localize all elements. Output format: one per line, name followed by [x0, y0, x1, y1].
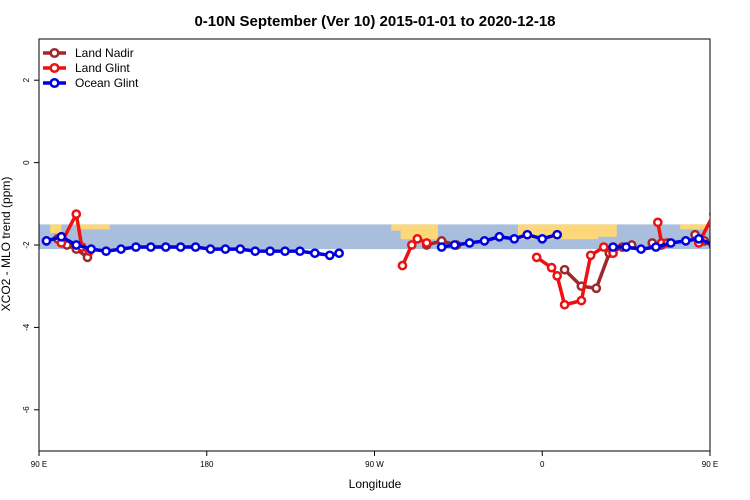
data-point: [537, 233, 548, 244]
data-point: [494, 231, 505, 242]
data-point: [531, 252, 542, 263]
x-tick-label: 90 E: [31, 460, 47, 469]
series-group: [41, 209, 747, 310]
x-tick-label: 0: [540, 460, 545, 469]
data-point: [175, 242, 186, 252]
series-land-glint: [56, 209, 730, 310]
data-point: [680, 236, 691, 246]
y-tick-label: 2: [22, 77, 31, 82]
land-region: [680, 224, 710, 230]
data-point: [559, 299, 570, 310]
data-point: [708, 241, 710, 249]
land-region: [50, 224, 62, 234]
data-point: [585, 250, 596, 261]
data-point: [41, 236, 52, 246]
data-point: [723, 254, 730, 261]
y-tick-label: 0: [22, 160, 31, 165]
data-point: [145, 242, 156, 252]
data-point: [190, 242, 201, 252]
data-point: [546, 262, 557, 273]
y-tick-label: -6: [22, 406, 31, 414]
land-region: [598, 224, 617, 237]
x-tick-label: 180: [200, 460, 214, 469]
data-point: [334, 248, 344, 259]
data-point: [116, 244, 126, 254]
data-point: [716, 243, 723, 250]
data-point: [651, 242, 661, 252]
data-point: [559, 264, 570, 275]
legend-item: Ocean Glint: [43, 76, 139, 90]
data-point: [235, 244, 246, 254]
series-line: [697, 217, 710, 244]
land-region: [391, 224, 401, 231]
legend-marker: [49, 62, 60, 74]
data-point: [666, 238, 676, 248]
land-region: [400, 224, 438, 240]
data-point: [522, 229, 533, 240]
data-point: [591, 283, 602, 294]
data-point: [636, 244, 646, 254]
data-point: [310, 248, 320, 259]
legend-item: Land Glint: [43, 61, 130, 75]
legend-label: Land Nadir: [75, 46, 134, 60]
data-point: [421, 238, 432, 248]
legend-label: Land Glint: [75, 61, 130, 75]
data-point: [598, 242, 609, 252]
data-point: [436, 242, 447, 252]
legend-label: Ocean Glint: [75, 76, 139, 90]
data-point: [621, 242, 631, 252]
land-region: [76, 224, 110, 230]
land-region: [560, 224, 599, 240]
data-point: [101, 246, 111, 257]
data-point: [220, 244, 231, 254]
legend-marker: [49, 77, 60, 89]
data-point: [552, 271, 563, 281]
data-point: [708, 210, 710, 218]
y-tick-label: -4: [22, 323, 31, 331]
data-point: [205, 244, 216, 254]
legend-marker: [49, 47, 60, 59]
data-point: [280, 246, 290, 257]
data-point: [131, 242, 141, 252]
series-ocean-glint: [41, 229, 747, 261]
x-axis-label: Longitude: [349, 477, 402, 491]
data-point: [56, 231, 67, 242]
data-point: [509, 233, 520, 244]
y-tick-label: -2: [22, 241, 31, 249]
data-point: [71, 240, 82, 250]
y-axis-label: XCO2 - MLO trend (ppm): [0, 177, 13, 312]
legend-item: Land Nadir: [43, 46, 134, 60]
x-tick-label: 90 W: [365, 460, 384, 469]
data-point: [250, 246, 261, 257]
data-point: [406, 240, 417, 250]
data-point: [397, 260, 408, 271]
data-point: [86, 244, 97, 254]
plot-area: 90 E 180 90 W 0 90 E 2 0 -2 -4 -6: [22, 38, 747, 469]
data-point: [324, 250, 335, 261]
data-point: [449, 240, 460, 250]
data-point: [265, 246, 275, 257]
data-point: [652, 217, 663, 228]
data-point: [71, 209, 82, 219]
data-point: [479, 236, 490, 246]
data-point: [708, 243, 710, 251]
data-point: [608, 242, 618, 252]
data-point: [725, 246, 732, 253]
data-point: [464, 238, 475, 248]
data-point: [576, 295, 587, 306]
data-point: [693, 233, 704, 244]
data-point: [740, 248, 747, 255]
land-regions: [50, 224, 710, 240]
data-point: [723, 248, 730, 255]
data-point: [412, 233, 423, 244]
x-tick-label: 90 E: [702, 460, 718, 469]
data-point: [160, 242, 171, 252]
chart-title: 0-10N September (Ver 10) 2015-01-01 to 2…: [194, 13, 555, 30]
data-point: [552, 229, 563, 240]
data-point: [295, 246, 305, 257]
